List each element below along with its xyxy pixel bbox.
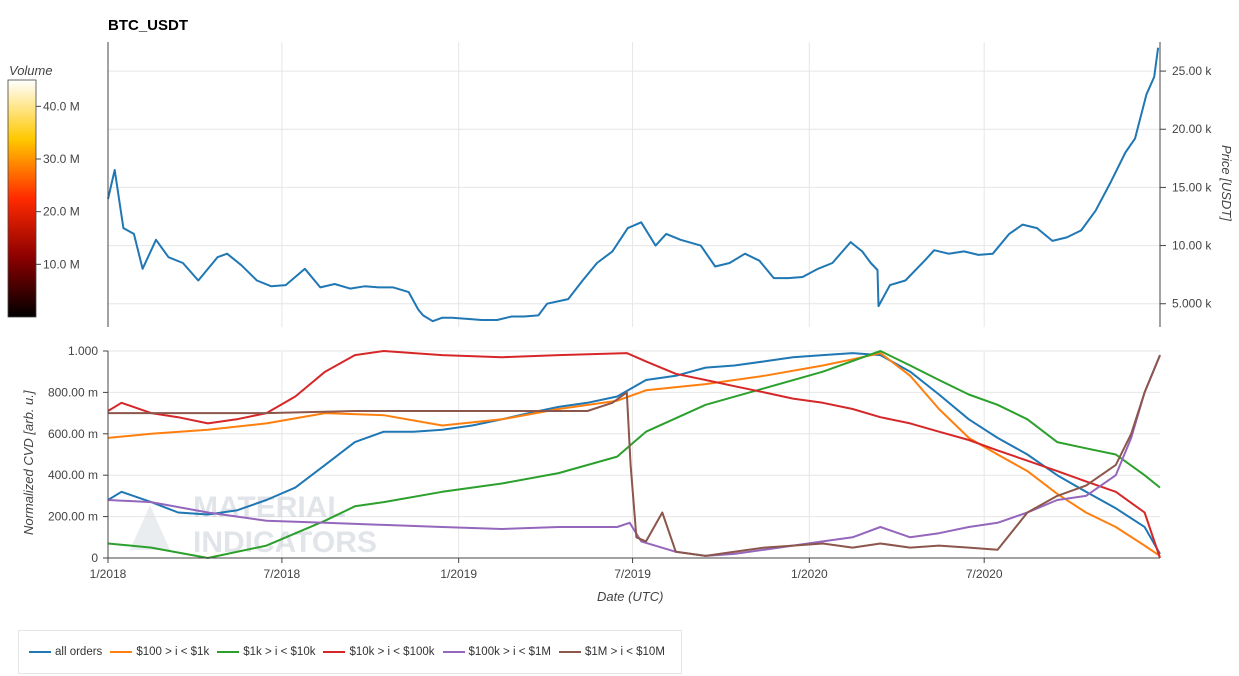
cvd-line-0 [107, 352, 1161, 555]
chart-legend: all orders $100 > i < $1k $1k > i < $10k $1… [18, 630, 682, 674]
legend-swatch [442, 651, 465, 653]
cvd-x-tick-label: 7/2019 [614, 567, 651, 581]
legend-item[interactable]: $100 > i < $1k [110, 646, 209, 658]
legend-label: $100 > i < $1k [136, 646, 210, 658]
watermark-logo [130, 505, 170, 550]
cvd-x-tick-label: 1/2019 [440, 567, 477, 581]
x-axis-label: Date (UTC) [597, 589, 663, 604]
price-y-tick-label: 10.00 k [1172, 239, 1212, 253]
cvd-line-5 [108, 354, 1161, 557]
cvd-axis-label: Normalized CVD [arb. u.] [21, 390, 36, 535]
cvd-line-4 [107, 354, 1161, 557]
legend-swatch [29, 651, 51, 653]
legend-item[interactable]: all orders [29, 646, 102, 658]
legend-label: $1M > i < $10M [585, 646, 665, 658]
colorbar-tick-label: 20.0 M [43, 205, 80, 219]
chart-title: BTC_USDT [108, 17, 188, 34]
price-y-tick-label: 25.00 k [1172, 64, 1212, 78]
legend-label: $100k > i < $1M [468, 646, 551, 658]
colorbar-gradient [7, 79, 37, 318]
cvd-x-tick-label: 7/2020 [966, 567, 1003, 581]
watermark-line-2: INDICATORS [193, 526, 377, 559]
legend-item[interactable]: $100k > i < $1M [442, 646, 551, 658]
cvd-y-tick-label: 800.00 m [48, 385, 98, 399]
cvd-x-tick-label: 1/2020 [791, 567, 828, 581]
cvd-y-tick-label: 200.00 m [48, 510, 98, 524]
price-y-tick-label: 15.00 k [1172, 180, 1212, 194]
legend-swatch [559, 651, 581, 653]
colorbar-ticks: 10.0 M 20.0 M 30.0 M 40.0 M [36, 99, 80, 271]
legend-item[interactable]: $10k > i < $100k [323, 646, 435, 658]
volume-colorbar: Volume 10.0 M 20.0 M 30.0 M 40.0 M [7, 63, 80, 318]
watermark: MATERIAL INDICATORS [130, 491, 377, 559]
colorbar-tick-label: 40.0 M [43, 99, 80, 113]
legend-label: all orders [55, 646, 103, 658]
price-axis-label: Price [USDT] [1219, 145, 1234, 221]
colorbar-tick-label: 10.0 M [43, 257, 80, 271]
cvd-y-tick-label: 0 [91, 551, 98, 565]
cvd-y-tick-label: 400.00 m [48, 468, 98, 482]
legend-swatch [217, 651, 240, 653]
cvd-x-tick-label: 1/2018 [90, 567, 127, 581]
price-y-tick-label: 5.000 k [1172, 297, 1212, 311]
cvd-x-tick-label: 7/2018 [264, 567, 301, 581]
price-axes: 5.000 k 10.00 k 15.00 k 20.00 k 25.00 k [107, 42, 1212, 327]
legend-swatch [323, 651, 346, 653]
cvd-line-1 [107, 352, 1161, 557]
cvd-y-tick-label: 600.00 m [48, 427, 98, 441]
watermark-line-1: MATERIAL [193, 491, 346, 524]
legend-label: $1k > i < $10k [243, 646, 316, 658]
legend-item[interactable]: $1k > i < $10k [217, 646, 315, 658]
colorbar-label: Volume [9, 63, 53, 78]
cvd-y-tick-label: 1.000 [68, 344, 98, 358]
price-line [107, 47, 1160, 323]
cvd-series [107, 350, 1161, 559]
cvd-line-2 [107, 350, 1161, 559]
legend-label: $10k > i < $100k [349, 646, 435, 658]
price-series [107, 47, 1160, 323]
price-grid [107, 42, 1160, 327]
legend-item[interactable]: $1M > i < $10M [559, 646, 665, 658]
cvd-axes: 0 200.00 m 400.00 m 600.00 m 800.00 m 1.000 1/… [48, 344, 1160, 581]
legend-swatch [110, 651, 133, 653]
colorbar-tick-label: 30.0 M [43, 152, 80, 166]
price-y-tick-label: 20.00 k [1172, 122, 1212, 136]
cvd-line-3 [107, 350, 1161, 559]
